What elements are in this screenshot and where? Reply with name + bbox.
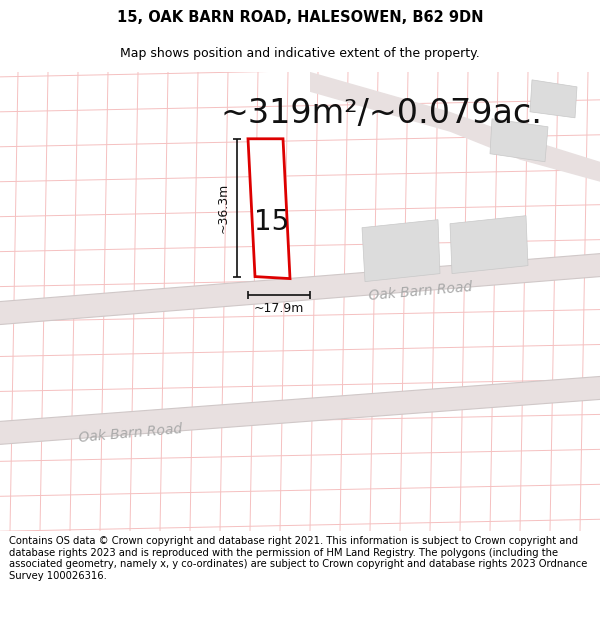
Text: ~17.9m: ~17.9m [254, 302, 304, 315]
Text: Contains OS data © Crown copyright and database right 2021. This information is : Contains OS data © Crown copyright and d… [9, 536, 587, 581]
Polygon shape [530, 80, 577, 118]
Text: Map shows position and indicative extent of the property.: Map shows position and indicative extent… [120, 48, 480, 61]
Polygon shape [450, 216, 528, 274]
Text: Oak Barn Road: Oak Barn Road [77, 422, 182, 445]
Text: ~36.3m: ~36.3m [217, 182, 229, 233]
Text: ~319m²/~0.079ac.: ~319m²/~0.079ac. [220, 98, 542, 131]
Text: 15, OAK BARN ROAD, HALESOWEN, B62 9DN: 15, OAK BARN ROAD, HALESOWEN, B62 9DN [117, 11, 483, 26]
Polygon shape [490, 119, 548, 162]
Polygon shape [0, 254, 600, 324]
Polygon shape [310, 72, 600, 182]
Polygon shape [0, 376, 600, 444]
Text: 15: 15 [254, 208, 290, 236]
Polygon shape [362, 219, 440, 282]
Text: Oak Barn Road: Oak Barn Road [368, 280, 472, 303]
Polygon shape [248, 139, 290, 279]
